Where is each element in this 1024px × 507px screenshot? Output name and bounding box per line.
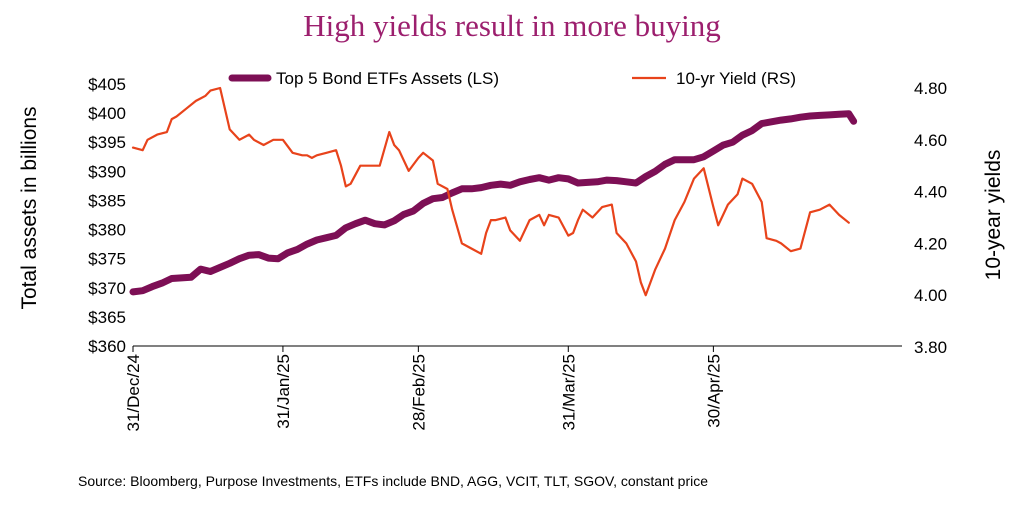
y-left-tick-label: $365	[88, 308, 126, 327]
legend-label-yield: 10-yr Yield (RS)	[676, 69, 796, 88]
y-right-tick-label: 4.80	[914, 79, 947, 98]
y-right-tick-label: 3.80	[914, 338, 947, 357]
y-left-tick-label: $385	[88, 191, 126, 210]
y-right-axis: 3.80 4.00 4.20 4.40 4.60 4.80	[914, 79, 947, 357]
y-left-axis-title: Total assets in billions	[18, 106, 41, 309]
y-left-tick-label: $400	[88, 104, 126, 123]
series-line-yield	[131, 86, 850, 297]
x-tick-label: 30/Apr/25	[704, 354, 723, 428]
legend-label-assets: Top 5 Bond ETFs Assets (LS)	[276, 69, 499, 88]
y-right-tick-label: 4.20	[914, 234, 947, 253]
y-left-tick-label: $390	[88, 162, 126, 181]
x-tick-label: 31/Dec/24	[124, 354, 143, 432]
legend: Top 5 Bond ETFs Assets (LS) 10-yr Yield (…	[228, 69, 796, 88]
y-right-tick-label: 4.00	[914, 286, 947, 305]
x-axis: 31/Dec/24 31/Jan/25 28/Feb/25 31/Mar/25 30/A…	[124, 345, 902, 432]
x-tick-label: 28/Feb/25	[409, 354, 428, 431]
y-left-tick-label: $370	[88, 279, 126, 298]
y-right-tick-label: 4.60	[914, 131, 947, 150]
y-right-tick-label: 4.40	[914, 183, 947, 202]
y-left-axis: $360 $365 $370 $375 $380 $385 $390 $395 $400 $405	[88, 75, 126, 356]
y-left-tick-label: $380	[88, 221, 126, 240]
y-left-tick-label: $395	[88, 133, 126, 152]
series-lines	[129, 86, 858, 297]
x-tick-label: 31/Mar/25	[559, 354, 578, 431]
y-left-tick-label: $405	[88, 75, 126, 94]
source-note: Source: Bloomberg, Purpose Investments, …	[78, 473, 709, 489]
x-tick-label: 31/Jan/25	[274, 354, 293, 429]
chart-title: High yields result in more buying	[303, 8, 721, 43]
y-left-tick-label: $360	[88, 337, 126, 356]
y-left-tick-label: $375	[88, 250, 126, 269]
y-right-axis-title: 10-year yields	[982, 150, 1005, 281]
series-line-assets	[129, 110, 858, 296]
